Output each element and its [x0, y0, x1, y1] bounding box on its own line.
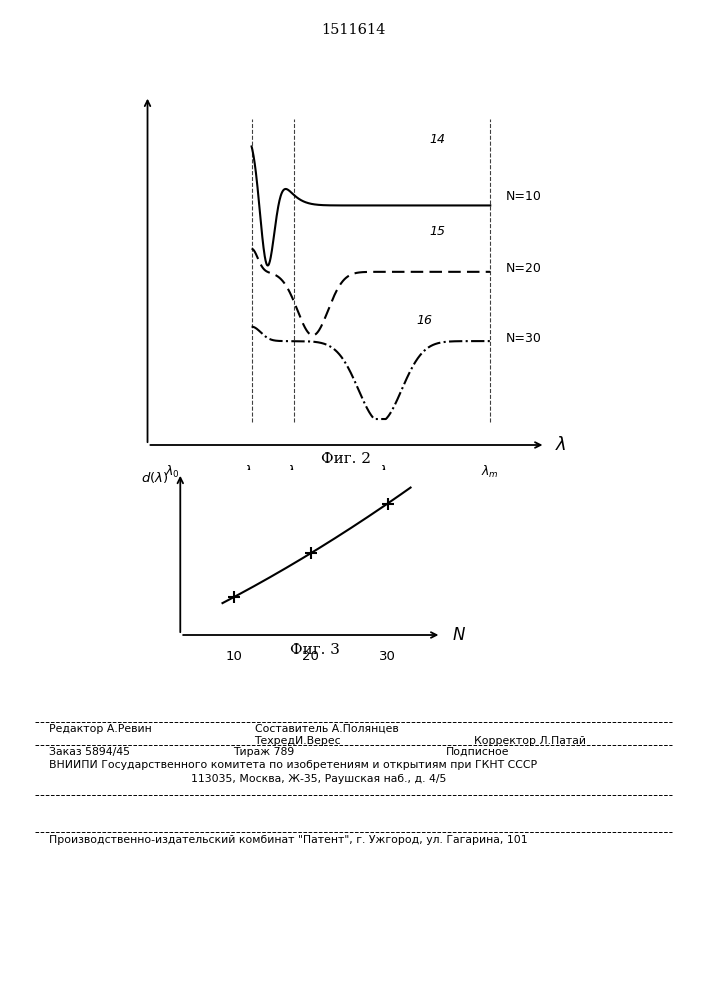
- Text: 14: 14: [429, 133, 445, 146]
- Text: ТехредИ.Верес: ТехредИ.Верес: [255, 736, 341, 746]
- Text: Заказ 5894/45: Заказ 5894/45: [49, 747, 131, 757]
- Text: 15: 15: [429, 225, 445, 238]
- Text: 1511614: 1511614: [321, 23, 386, 37]
- Text: $\lambda_3$: $\lambda_3$: [379, 464, 394, 480]
- Text: $\lambda_0$: $\lambda_0$: [165, 464, 180, 480]
- Text: 30: 30: [379, 650, 396, 663]
- Text: Составитель А.Полянцев: Составитель А.Полянцев: [255, 724, 398, 734]
- Text: 20: 20: [303, 650, 320, 663]
- Text: Подписное: Подписное: [445, 747, 509, 757]
- Text: Фиг. 3: Фиг. 3: [290, 643, 339, 657]
- Text: N=10: N=10: [506, 190, 542, 203]
- Text: 16: 16: [417, 314, 433, 327]
- Text: N=20: N=20: [506, 262, 542, 275]
- Text: Редактор А.Ревин: Редактор А.Ревин: [49, 724, 152, 734]
- Text: $\lambda_2$: $\lambda_2$: [287, 464, 302, 480]
- Text: $\lambda_m$: $\lambda_m$: [481, 464, 499, 480]
- Text: $\lambda$: $\lambda$: [554, 436, 566, 454]
- Text: N=30: N=30: [506, 332, 542, 345]
- Text: 113035, Москва, Ж-35, Раушская наб., д. 4/5: 113035, Москва, Ж-35, Раушская наб., д. …: [191, 774, 446, 784]
- Text: Корректор Л.Патай: Корректор Л.Патай: [474, 736, 585, 746]
- Text: Фиг. 2: Фиг. 2: [322, 452, 371, 466]
- Text: ВНИИПИ Государственного комитета по изобретениям и открытиям при ГКНТ СССР: ВНИИПИ Государственного комитета по изоб…: [49, 760, 537, 770]
- Text: 10: 10: [226, 650, 243, 663]
- Text: Производственно-издательский комбинат "Патент", г. Ужгород, ул. Гагарина, 101: Производственно-издательский комбинат "П…: [49, 835, 528, 845]
- Text: N: N: [452, 626, 465, 644]
- Text: Тираж 789: Тираж 789: [233, 747, 295, 757]
- Text: $\lambda_1$: $\lambda_1$: [244, 464, 259, 480]
- Text: $d(\lambda)$: $d(\lambda)$: [141, 470, 169, 485]
